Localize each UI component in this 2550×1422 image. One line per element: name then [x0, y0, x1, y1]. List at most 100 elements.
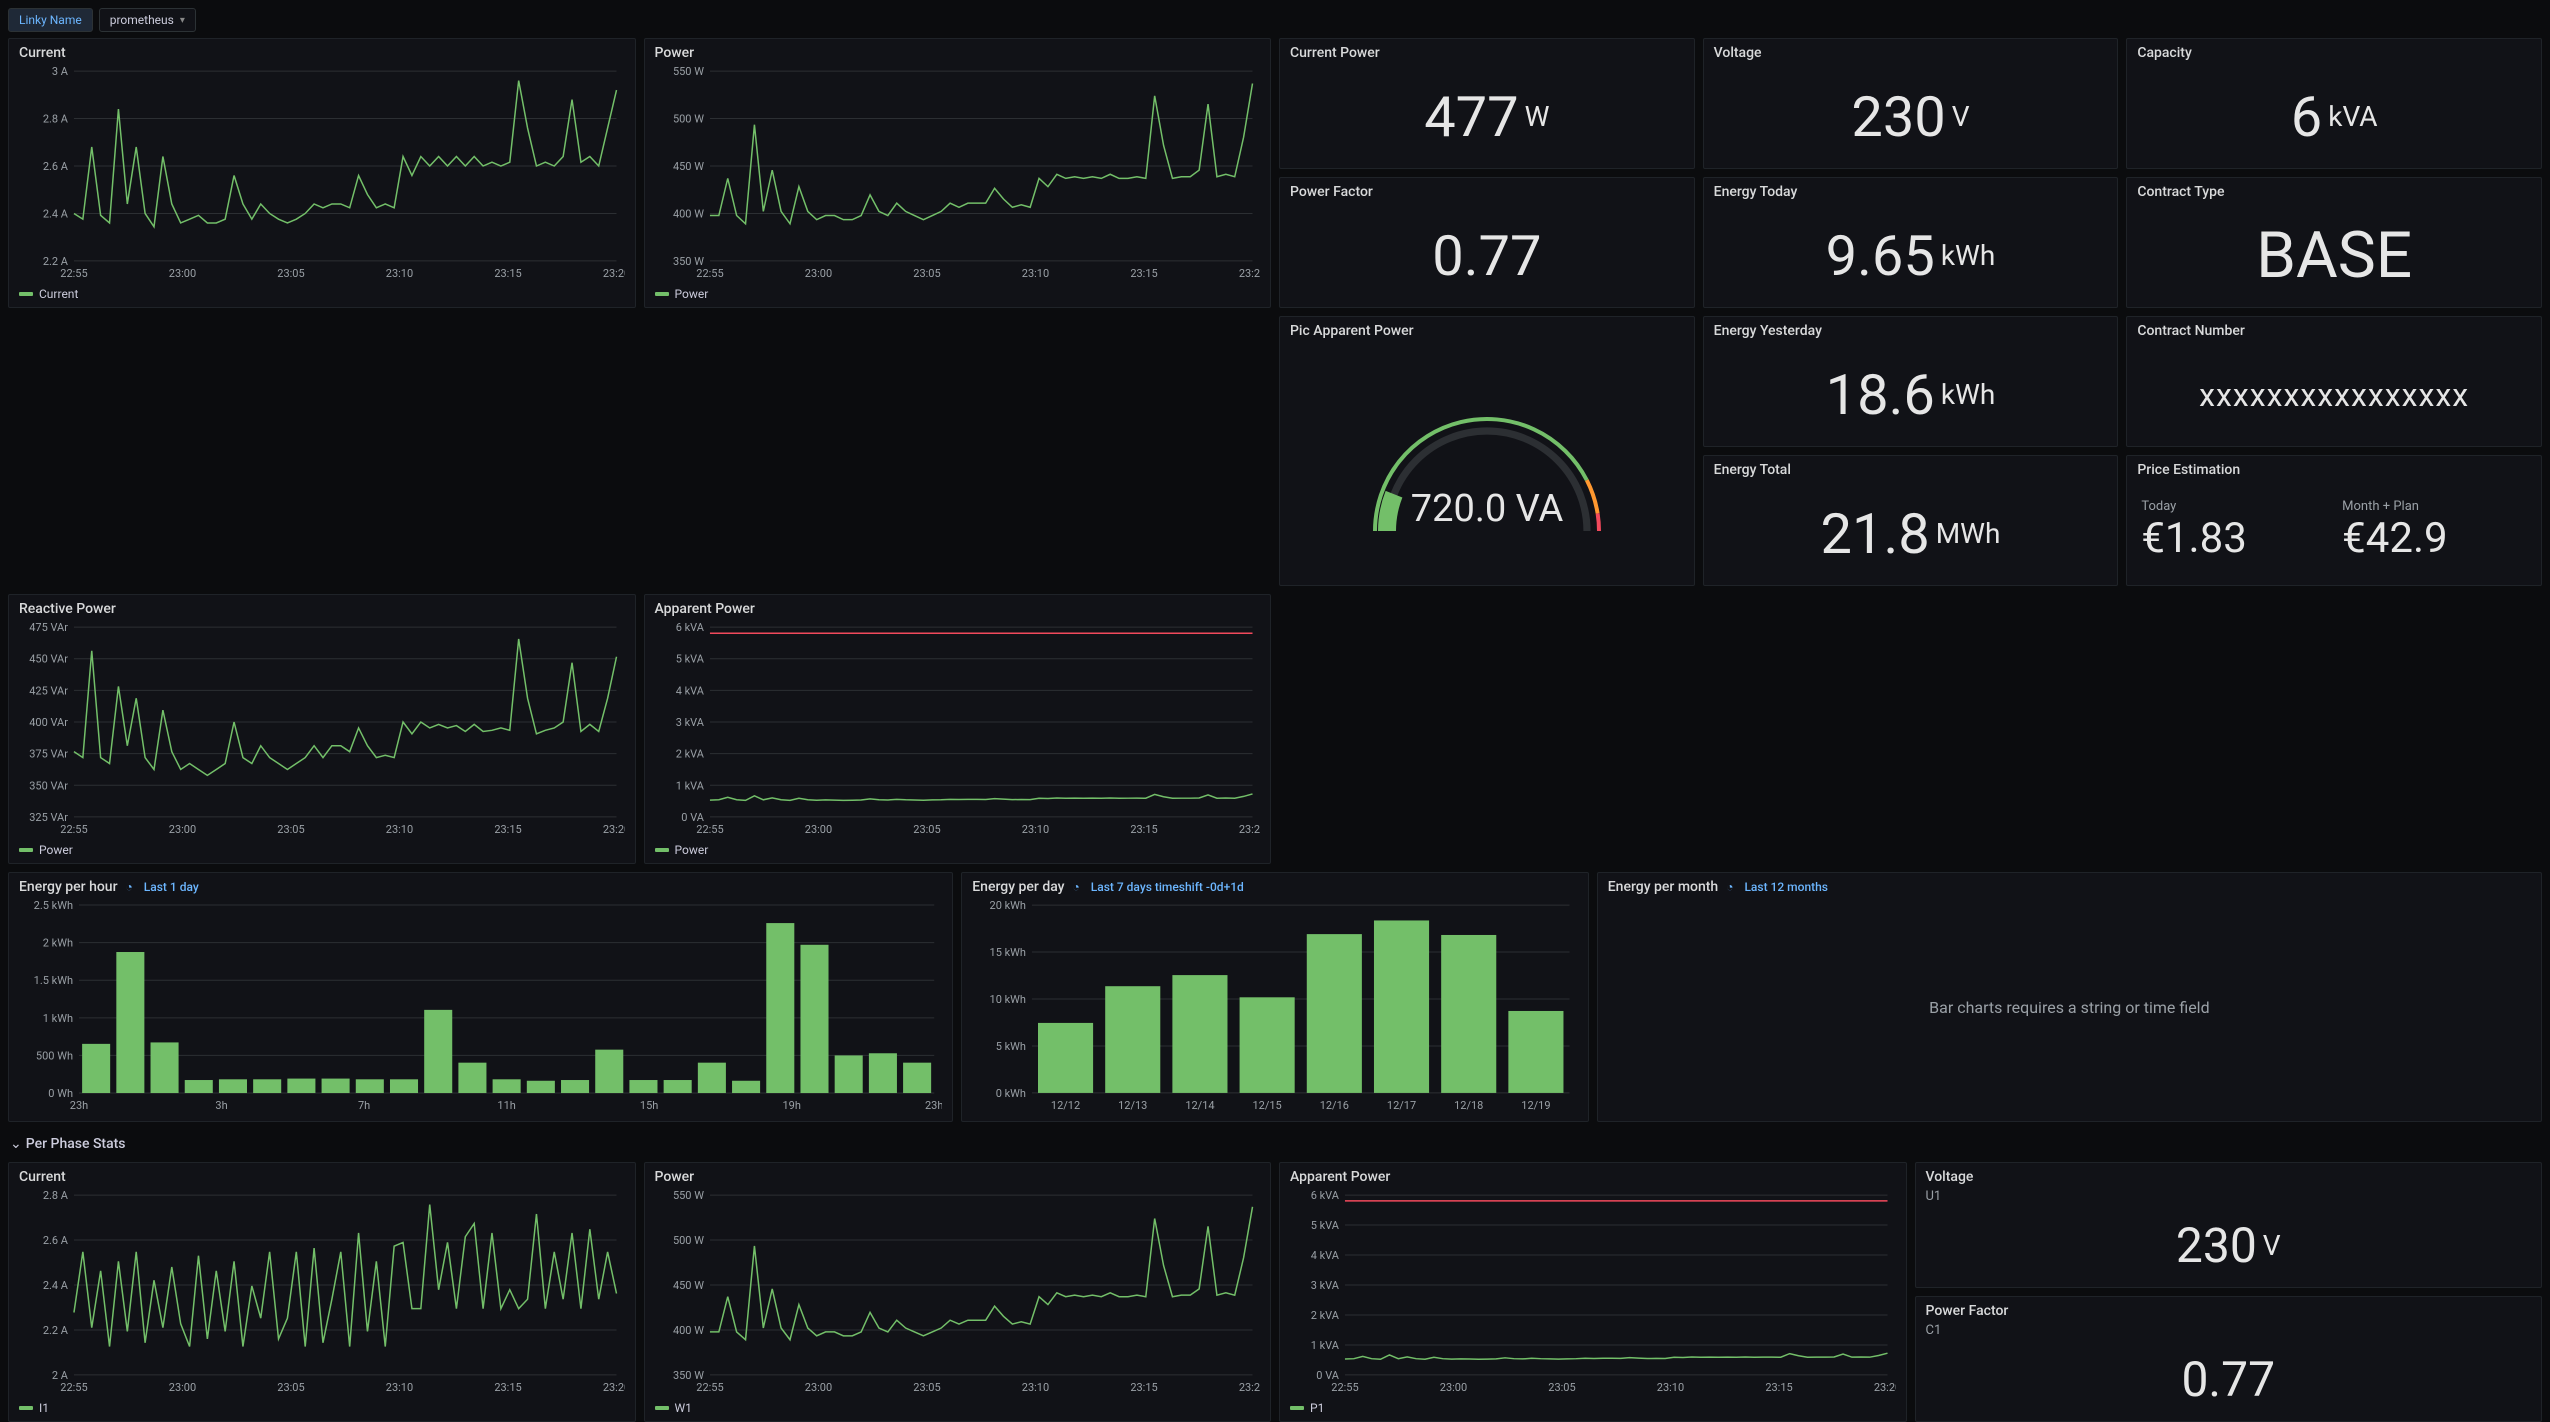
stat-capacity[interactable]: Capacity6kVA [2126, 38, 2542, 169]
stat-voltage[interactable]: Voltage230V [1703, 38, 2119, 169]
svg-text:2 kVA: 2 kVA [675, 748, 704, 761]
svg-text:23:00: 23:00 [169, 267, 196, 280]
var-value: prometheus [110, 13, 174, 27]
panel-phase-power[interactable]: Power 350 W400 W450 W500 W550 W22:5523:0… [644, 1162, 1272, 1422]
clock-icon: ◔ [1726, 880, 1736, 894]
svg-text:23:15: 23:15 [494, 267, 521, 280]
panel-energy-day[interactable]: Energy per day◔ Last 7 days timeshift -0… [961, 872, 1589, 1122]
row-per-phase[interactable]: ⌄ Per Phase Stats [8, 1130, 2542, 1154]
svg-text:23:20: 23:20 [603, 823, 625, 836]
svg-text:10 kWh: 10 kWh [990, 993, 1026, 1006]
svg-text:23:10: 23:10 [386, 1381, 413, 1394]
svg-text:2 kWh: 2 kWh [43, 937, 73, 950]
svg-text:500 Wh: 500 Wh [36, 1049, 73, 1062]
svg-text:23:00: 23:00 [804, 823, 831, 836]
svg-text:23:20: 23:20 [603, 1381, 625, 1394]
clock-icon: ◔ [1073, 880, 1083, 894]
svg-text:12/16: 12/16 [1320, 1099, 1349, 1112]
svg-text:6 kVA: 6 kVA [675, 621, 704, 634]
svg-text:2.8 A: 2.8 A [43, 1189, 69, 1202]
svg-text:22:55: 22:55 [1331, 1381, 1358, 1394]
phase-stat-col: Voltage U1 230V Power Factor C1 0.77 [1915, 1162, 2543, 1422]
svg-text:12/13: 12/13 [1118, 1099, 1147, 1112]
stat-current-power[interactable]: Current Power477W [1279, 38, 1695, 169]
stat-power-factor[interactable]: Power Factor0.77 [1279, 177, 1695, 308]
svg-text:4 kVA: 4 kVA [1311, 1249, 1340, 1262]
svg-text:450 W: 450 W [672, 160, 703, 173]
svg-text:2.6 A: 2.6 A [43, 160, 69, 173]
svg-text:5 kWh: 5 kWh [996, 1040, 1026, 1053]
svg-text:1 kVA: 1 kVA [1311, 1339, 1340, 1352]
svg-text:1 kWh: 1 kWh [43, 1012, 73, 1025]
dashboard-grid: Current 2.2 A2.4 A2.6 A2.8 A3 A22:5523:0… [8, 38, 2542, 1422]
svg-text:23:15: 23:15 [494, 823, 521, 836]
legend-label: Current [39, 287, 78, 301]
svg-text:400 W: 400 W [672, 207, 703, 220]
svg-text:550 W: 550 W [672, 1189, 703, 1202]
svg-text:0 kWh: 0 kWh [996, 1087, 1026, 1100]
panel-pic-apparent[interactable]: Pic Apparent Power 720.0 VA [1279, 316, 1695, 586]
svg-text:23:10: 23:10 [1021, 823, 1048, 836]
stat-energy-total[interactable]: Energy Total21.8MWh [1703, 455, 2119, 586]
svg-text:23:05: 23:05 [1548, 1381, 1575, 1394]
panel-title: Power [645, 39, 1271, 65]
svg-text:3 kVA: 3 kVA [1311, 1279, 1340, 1292]
var-select[interactable]: prometheus ▾ [99, 8, 196, 32]
svg-text:23:10: 23:10 [1021, 1381, 1048, 1394]
svg-text:22:55: 22:55 [696, 823, 723, 836]
stat-contract-number[interactable]: Contract Numberxxxxxxxxxxxxxxxx [2126, 316, 2542, 447]
svg-text:6 kVA: 6 kVA [1311, 1189, 1340, 1202]
svg-text:550 W: 550 W [672, 65, 703, 78]
svg-text:20 kWh: 20 kWh [990, 899, 1026, 912]
panel-title: Current [9, 39, 635, 65]
svg-text:1 kVA: 1 kVA [675, 779, 704, 792]
svg-text:2.4 A: 2.4 A [43, 207, 69, 220]
panel-energy-hour[interactable]: Energy per hour◔ Last 1 day 0 Wh500 Wh1 … [8, 872, 953, 1122]
svg-text:22:55: 22:55 [60, 1381, 87, 1394]
svg-text:2.8 A: 2.8 A [43, 113, 69, 126]
stat-energy-yesterday[interactable]: Energy Yesterday18.6kWh [1703, 316, 2119, 447]
svg-text:400 VAr: 400 VAr [29, 716, 68, 729]
panel-power[interactable]: Power 350 W400 W450 W500 W550 W22:5523:0… [644, 38, 1272, 308]
svg-text:23:05: 23:05 [277, 823, 304, 836]
svg-text:3 A: 3 A [52, 65, 69, 78]
svg-text:500 W: 500 W [672, 1234, 703, 1247]
panel-current[interactable]: Current 2.2 A2.4 A2.6 A2.8 A3 A22:5523:0… [8, 38, 636, 308]
svg-text:22:55: 22:55 [60, 823, 87, 836]
stat-energy-today[interactable]: Energy Today9.65kWh [1703, 177, 2119, 308]
svg-text:23:10: 23:10 [1657, 1381, 1684, 1394]
svg-text:22:55: 22:55 [60, 267, 87, 280]
svg-text:23h: 23h [925, 1099, 942, 1112]
svg-text:23:00: 23:00 [169, 823, 196, 836]
panel-phase-apparent[interactable]: Apparent Power 0 VA1 kVA2 kVA3 kVA4 kVA5… [1279, 1162, 1907, 1422]
svg-text:15 kWh: 15 kWh [990, 946, 1026, 959]
panel-phase-current[interactable]: Current 2 A2.2 A2.4 A2.6 A2.8 A22:5523:0… [8, 1162, 636, 1422]
svg-text:23:00: 23:00 [1440, 1381, 1467, 1394]
svg-text:19h: 19h [782, 1099, 800, 1112]
svg-text:720.0 VA: 720.0 VA [1411, 487, 1564, 531]
svg-text:23:15: 23:15 [1130, 823, 1157, 836]
panel-apparent[interactable]: Apparent Power 0 VA1 kVA2 kVA3 kVA4 kVA5… [644, 594, 1272, 864]
svg-text:1.5 kWh: 1.5 kWh [34, 974, 73, 987]
svg-text:23:05: 23:05 [913, 267, 940, 280]
svg-text:15h: 15h [640, 1099, 658, 1112]
svg-text:2.4 A: 2.4 A [43, 1279, 69, 1292]
svg-text:23:05: 23:05 [913, 1381, 940, 1394]
stat-phase-voltage[interactable]: Voltage U1 230V [1915, 1162, 2543, 1288]
svg-text:500 W: 500 W [672, 113, 703, 126]
svg-text:350 VAr: 350 VAr [29, 779, 68, 792]
svg-text:23:15: 23:15 [1130, 1381, 1157, 1394]
svg-text:23:20: 23:20 [1874, 1381, 1896, 1394]
chevron-down-icon: ▾ [180, 15, 185, 26]
panel-reactive[interactable]: Reactive Power 325 VAr350 VAr375 VAr400 … [8, 594, 636, 864]
stat-price[interactable]: Price Estimation Today€1.83 Month + Plan… [2126, 455, 2542, 586]
svg-text:3 kVA: 3 kVA [675, 716, 704, 729]
svg-text:3h: 3h [215, 1099, 227, 1112]
svg-text:23:05: 23:05 [277, 267, 304, 280]
stat-phase-pf[interactable]: Power Factor C1 0.77 [1915, 1296, 2543, 1422]
var-label: Linky Name [8, 8, 93, 32]
svg-text:12/14: 12/14 [1186, 1099, 1215, 1112]
stat-contract-type[interactable]: Contract TypeBASE [2126, 177, 2542, 308]
svg-text:12/12: 12/12 [1051, 1099, 1080, 1112]
panel-energy-month[interactable]: Energy per month◔ Last 12 months Bar cha… [1597, 872, 2542, 1122]
